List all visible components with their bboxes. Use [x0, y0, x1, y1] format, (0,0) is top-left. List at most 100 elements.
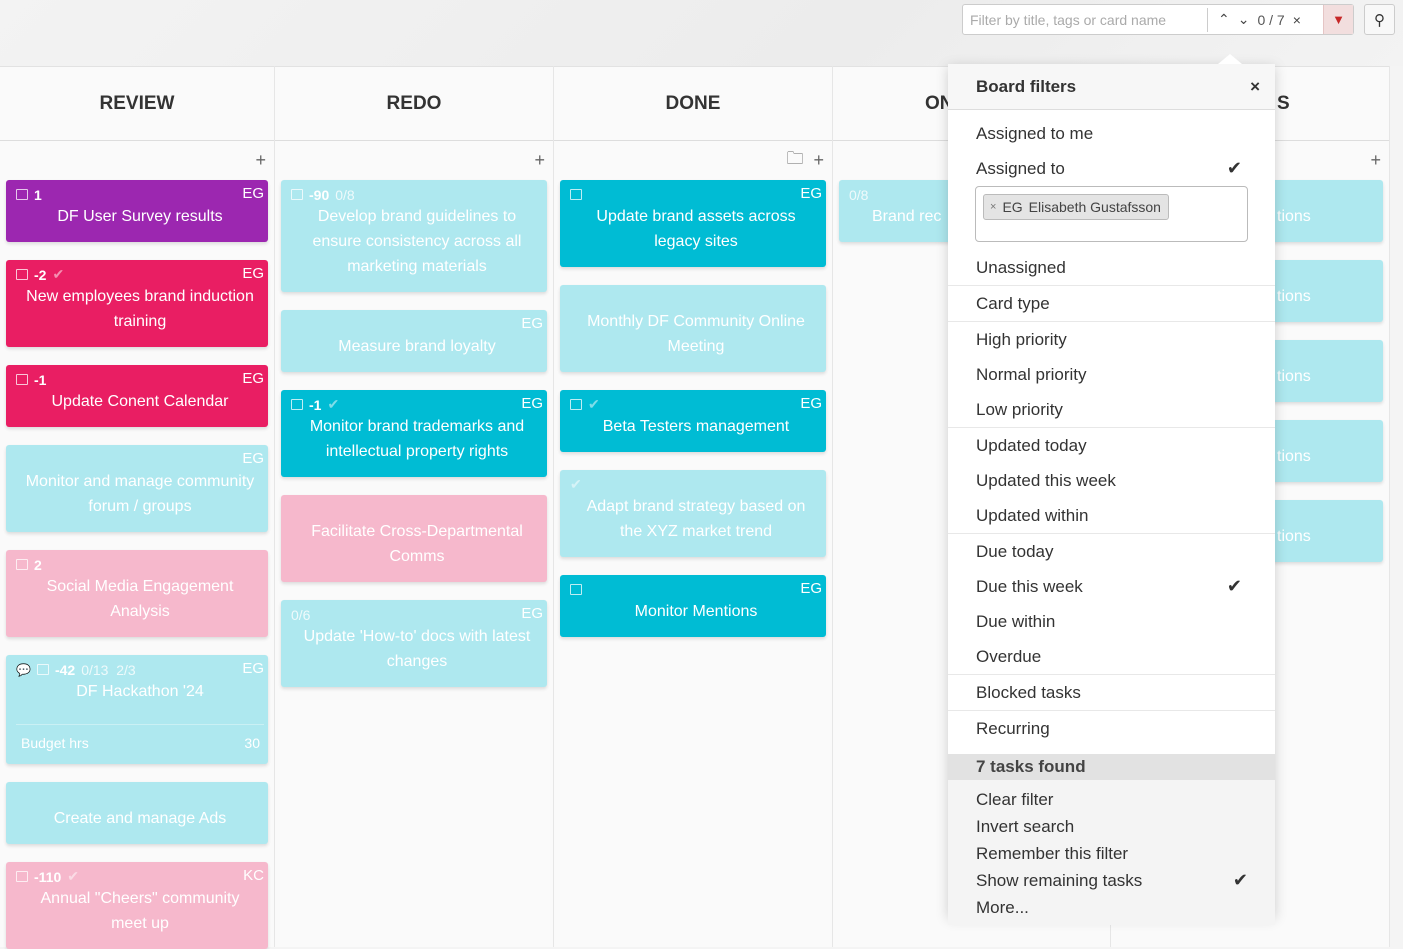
- filter-due-within[interactable]: Due within: [948, 604, 1275, 639]
- filter-input[interactable]: [963, 5, 1207, 34]
- calendar-icon: [570, 584, 582, 595]
- card-title: New employees brand induction training: [26, 288, 254, 330]
- filter-updated-within[interactable]: Updated within: [948, 498, 1275, 533]
- card-title: Adapt brand strategy based on the XYZ ma…: [586, 498, 806, 540]
- divider: [1207, 7, 1208, 32]
- filter-low-priority[interactable]: Low priority: [948, 392, 1275, 427]
- add-card-button[interactable]: +: [534, 150, 545, 170]
- card-title: Monitor brand trademarks and intellectua…: [309, 418, 525, 460]
- card-list: -90 0/8 Develop brand guidelines to ensure…: [275, 180, 553, 687]
- filter-assigned-to[interactable]: Assigned to ✔: [948, 151, 1275, 186]
- task-card[interactable]: -2 ✔ EG New employees brand induction train…: [6, 260, 268, 347]
- filter-label: Assigned to me: [976, 123, 1094, 143]
- due-days: 1: [34, 186, 42, 203]
- task-card[interactable]: -1 EG Update Conent Calendar: [6, 365, 268, 427]
- task-card[interactable]: Create and manage Ads: [6, 782, 268, 844]
- check-icon: ✔: [67, 868, 79, 884]
- checkmark-icon: ✔: [1232, 870, 1248, 890]
- due-days: -1: [34, 371, 47, 388]
- task-card[interactable]: EG Monitor Mentions: [560, 575, 826, 637]
- action-clear-filter[interactable]: Clear filter: [948, 786, 1275, 813]
- next-match-button[interactable]: ⌄: [1237, 11, 1250, 27]
- remove-tag-icon[interactable]: ×: [990, 201, 997, 213]
- filter-recurring[interactable]: Recurring: [948, 711, 1275, 746]
- filter-label: Normal priority: [976, 364, 1087, 384]
- due-days: -110: [34, 868, 62, 885]
- check-icon: ✔: [52, 266, 65, 282]
- board-filters-panel: Board filters × Assigned to me Assigned t…: [948, 54, 1275, 925]
- comment-icon: 💬: [16, 662, 31, 677]
- filter-label: Updated today: [976, 435, 1087, 455]
- due-days: 2: [34, 556, 42, 573]
- filter-due-this-week[interactable]: Due this week ✔: [948, 569, 1275, 604]
- card-title: Develop brand guidelines to ensure consi…: [312, 208, 522, 275]
- card-meta: -90 0/8: [291, 185, 543, 204]
- task-card[interactable]: -1 ✔ EG Monitor brand trademarks and intell…: [281, 390, 547, 477]
- action-more-[interactable]: More...: [948, 894, 1275, 921]
- due-days: -1: [309, 396, 322, 413]
- task-card[interactable]: EG Update brand assets across legacy site…: [560, 180, 826, 267]
- filter-high-priority[interactable]: High priority: [948, 322, 1275, 357]
- task-card[interactable]: 1 EG DF User Survey results: [6, 180, 268, 242]
- action-invert-search[interactable]: Invert search: [948, 813, 1275, 840]
- add-card-button[interactable]: +: [255, 150, 266, 170]
- column-review: REVIEW +1 EG DF User Survey results -2 ✔ EG New…: [0, 66, 275, 949]
- filter-label: Due this week: [976, 576, 1083, 596]
- task-card[interactable]: EG Measure brand loyalty: [281, 310, 547, 372]
- filter-button[interactable]: ▼: [1323, 5, 1353, 34]
- filter-normal-priority[interactable]: Normal priority: [948, 357, 1275, 392]
- search-icon: ⚲: [1374, 11, 1385, 29]
- clear-search-button[interactable]: ×: [1292, 11, 1301, 28]
- task-card[interactable]: 2 Social Media Engagement Analysis: [6, 550, 268, 637]
- filter-blocked-tasks[interactable]: Blocked tasks: [948, 675, 1275, 710]
- filter-unassigned[interactable]: Unassigned: [948, 250, 1275, 285]
- previous-match-button[interactable]: ⌃: [1218, 11, 1230, 27]
- task-card[interactable]: 💬 -42 0/13 2/3 EG DF Hackathon '24 Budget hrs…: [6, 655, 268, 764]
- filter-updated-today[interactable]: Updated today: [948, 428, 1275, 463]
- card-title: Measure brand loyalty: [338, 338, 496, 355]
- task-card[interactable]: -90 0/8 Develop brand guidelines to ensure…: [281, 180, 547, 292]
- filter-card-type[interactable]: Card type: [948, 286, 1275, 321]
- assignee-select[interactable]: × EG Elisabeth Gustafsson: [975, 186, 1248, 242]
- card-meta: EG: [570, 580, 822, 599]
- task-card[interactable]: ✔ EG Beta Testers management: [560, 390, 826, 452]
- column-redo: REDO + -90 0/8 Develop brand guidelines to e…: [275, 66, 554, 947]
- filter-group: Due today Due this week ✔ Due within Overdue: [948, 534, 1275, 675]
- filter-label: Due within: [976, 611, 1056, 631]
- task-card[interactable]: ✔ Adapt brand strategy based on the XYZ m…: [560, 470, 826, 557]
- card-meta: -1 ✔ EG: [291, 395, 543, 414]
- owner-initials: EG: [242, 185, 264, 202]
- owner-initials: EG: [242, 450, 264, 467]
- task-card[interactable]: Monthly DF Community Online Meeting: [560, 285, 826, 372]
- task-card[interactable]: EG Monitor and manage community forum / g…: [6, 445, 268, 532]
- card-title: Beta Testers management: [602, 418, 790, 435]
- add-card-button[interactable]: +: [1370, 150, 1381, 170]
- search-button[interactable]: ⚲: [1364, 4, 1395, 35]
- card-meta: -110 ✔ KC: [16, 867, 264, 886]
- filter-assigned-to-me[interactable]: Assigned to me: [948, 116, 1275, 151]
- filter-due-today[interactable]: Due today: [948, 534, 1275, 569]
- task-card[interactable]: 0/6 EG Update 'How-to' docs with latest ch…: [281, 600, 547, 687]
- action-label: Remember this filter: [976, 843, 1129, 863]
- add-card-button[interactable]: +: [813, 150, 824, 170]
- task-card[interactable]: Facilitate Cross-Departmental Comms: [281, 495, 547, 582]
- tag-initials: EG: [1002, 199, 1023, 215]
- filter-label: Assigned to: [976, 158, 1065, 178]
- action-label: More...: [976, 897, 1029, 917]
- action-show-remaining-tasks[interactable]: Show remaining tasks ✔: [948, 867, 1275, 894]
- card-title: Social Media Engagement Analysis: [46, 578, 234, 620]
- action-label: Clear filter: [976, 789, 1054, 809]
- filter-group: Updated today Updated this week Updated wi…: [948, 428, 1275, 534]
- task-card[interactable]: -110 ✔ KC Annual "Cheers" community meet up: [6, 862, 268, 949]
- card-list: EG Update brand assets across legacy site…: [554, 180, 832, 637]
- close-icon[interactable]: ×: [1250, 76, 1260, 96]
- card-meta: 1 EG: [16, 185, 264, 204]
- action-remember-this-filter[interactable]: Remember this filter: [948, 840, 1275, 867]
- filter-overdue[interactable]: Overdue: [948, 639, 1275, 674]
- action-label: Show remaining tasks: [976, 870, 1143, 890]
- folder-icon[interactable]: 🗀: [786, 149, 804, 168]
- owner-initials: EG: [800, 395, 822, 412]
- filter-label: Updated this week: [976, 470, 1116, 490]
- owner-initials: EG: [242, 265, 264, 282]
- filter-updated-this-week[interactable]: Updated this week: [948, 463, 1275, 498]
